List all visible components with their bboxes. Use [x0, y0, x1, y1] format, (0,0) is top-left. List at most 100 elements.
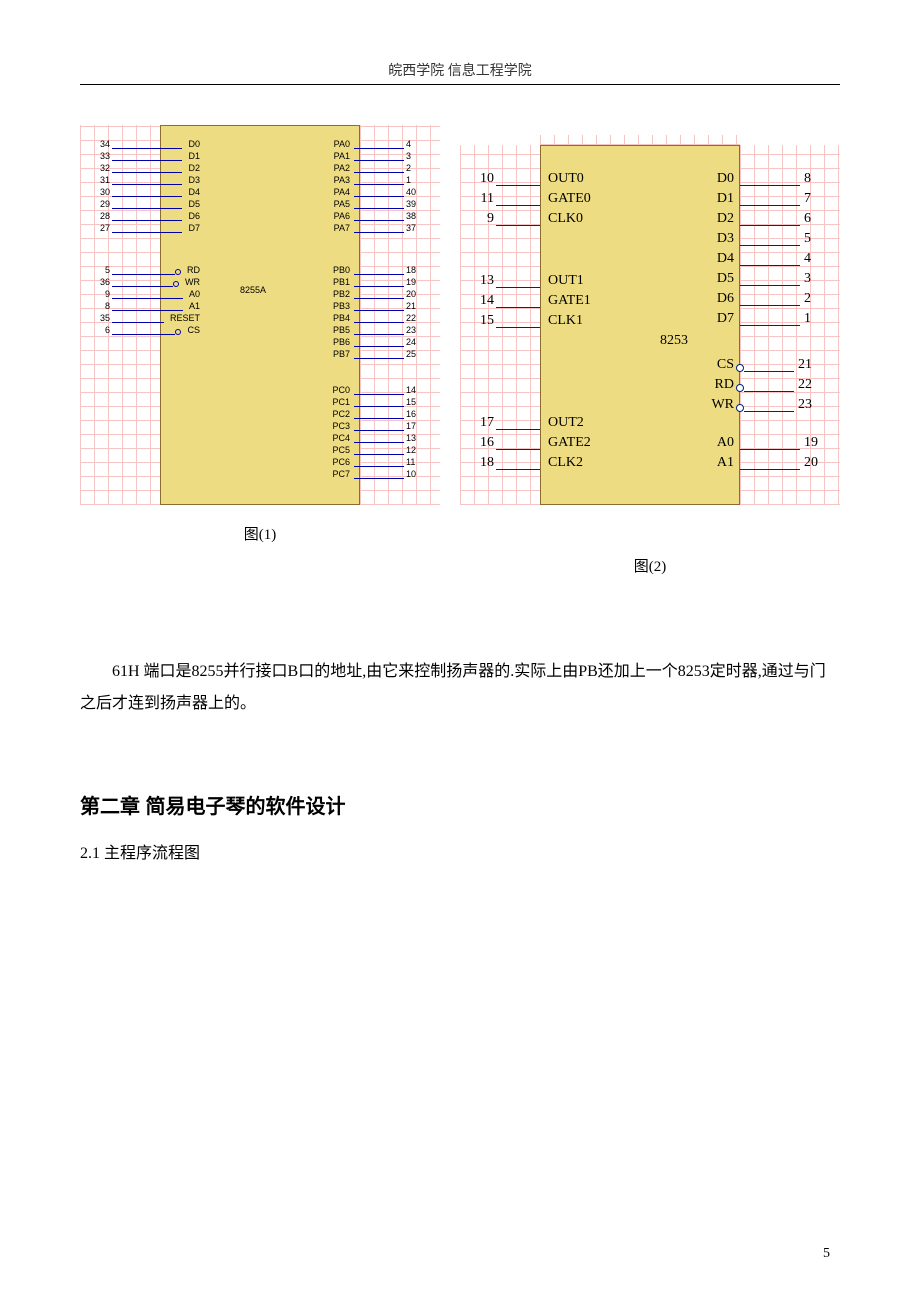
pin-label: D0: [702, 171, 734, 187]
pin-number: 5: [804, 231, 830, 247]
pin-number: 36: [90, 277, 110, 287]
pin-row: PA539: [320, 199, 424, 209]
chip-name-label: 8253: [660, 333, 688, 349]
pin-number: 32: [90, 163, 110, 173]
pin-label: OUT0: [548, 171, 584, 187]
pin-number: 1: [804, 311, 830, 327]
pin-number: 14: [406, 385, 424, 395]
pin-row: PC512: [320, 445, 424, 455]
pin-number: 31: [90, 175, 110, 185]
pin-label: CS: [702, 357, 734, 373]
pin-row: PB018: [320, 265, 424, 275]
pin-row: 34D0: [90, 139, 200, 149]
pin-label: D1: [188, 151, 200, 161]
page: 皖西学院 信息工程学院 8255A34D033D132D231D330D429D…: [0, 0, 920, 1302]
pin-number: 14: [466, 293, 494, 309]
pin-number: 10: [406, 469, 424, 479]
pin-row: 6CS: [90, 325, 200, 335]
chip-8255a: 8255A34D033D132D231D330D429D528D627D75RD…: [80, 115, 440, 515]
pin-row: 29D5: [90, 199, 200, 209]
pin-row: 9CLK0: [466, 211, 583, 227]
pin-row: A019: [702, 435, 830, 451]
pin-label: D4: [188, 187, 200, 197]
pin-label: PB5: [320, 325, 350, 335]
pin-row: D0 8: [702, 171, 830, 187]
pin-row: D53: [702, 271, 830, 287]
pin-number: 23: [798, 397, 824, 413]
pin-label: PA6: [320, 211, 350, 221]
caption-1: 图(1): [244, 523, 277, 544]
pin-number: 20: [406, 289, 424, 299]
pin-row: 11GATE0: [466, 191, 591, 207]
pin-label: PC2: [320, 409, 350, 419]
pin-row: 28 D6: [90, 211, 200, 221]
pin-row: 8A1: [90, 301, 200, 311]
pin-label: OUT2: [548, 415, 584, 431]
page-number: 5: [823, 1246, 830, 1262]
pin-number: 4: [406, 139, 424, 149]
pin-label: WR: [185, 277, 200, 287]
pin-row: 16 GATE2: [466, 435, 591, 451]
pin-row: PC115: [320, 397, 424, 407]
pin-label: D7: [702, 311, 734, 327]
pin-label: D2: [702, 211, 734, 227]
pin-number: 17: [406, 421, 424, 431]
pin-label: D7: [188, 223, 200, 233]
pin-row: PA31: [320, 175, 424, 185]
pin-number: 20: [804, 455, 830, 471]
pin-number: 29: [90, 199, 110, 209]
pin-number: 5: [90, 265, 110, 275]
caption-2: 图(2): [634, 555, 667, 576]
pin-number: 16: [406, 409, 424, 419]
pin-number: 3: [804, 271, 830, 287]
pin-row: 30D4: [90, 187, 200, 197]
pin-number: 37: [406, 223, 424, 233]
pin-number: 15: [406, 397, 424, 407]
pin-row: PB119: [320, 277, 424, 287]
pin-number: 16: [466, 435, 494, 451]
pin-row: RD22: [702, 377, 824, 393]
pin-row: 5RD: [90, 265, 200, 275]
pin-label: PB1: [320, 277, 350, 287]
pin-number: 8: [804, 171, 830, 187]
pin-row: 9A0: [90, 289, 200, 299]
pin-label: PC6: [320, 457, 350, 467]
pin-row: D7 1: [702, 311, 830, 327]
pin-label: PA4: [320, 187, 350, 197]
pin-number: 34: [90, 139, 110, 149]
diagrams-row: 8255A34D033D132D231D330D429D528D627D75RD…: [80, 115, 840, 576]
pin-label: D3: [188, 175, 200, 185]
pin-row: D3 5: [702, 231, 830, 247]
pin-row: A120: [702, 455, 830, 471]
pin-row: 13 OUT1: [466, 273, 584, 289]
pin-number: 1: [406, 175, 424, 185]
pin-row: 36 WR: [90, 277, 200, 287]
pin-number: 28: [90, 211, 110, 221]
pin-label: PB3: [320, 301, 350, 311]
pin-row: PC2 16: [320, 409, 424, 419]
pin-number: 17: [466, 415, 494, 431]
pin-label: PC7: [320, 469, 350, 479]
pin-label: PB7: [320, 349, 350, 359]
pin-label: A1: [189, 301, 200, 311]
pin-number: 39: [406, 199, 424, 209]
pin-number: 13: [406, 433, 424, 443]
pin-label: RD: [702, 377, 734, 393]
pin-row: PA737: [320, 223, 424, 233]
pin-row: PA04: [320, 139, 424, 149]
pin-row: 33D1: [90, 151, 200, 161]
pin-number: 13: [466, 273, 494, 289]
pin-row: PA638: [320, 211, 424, 221]
pin-number: 27: [90, 223, 110, 233]
pin-label: GATE2: [548, 435, 591, 451]
pin-label: D6: [188, 211, 200, 221]
pin-label: OUT1: [548, 273, 584, 289]
pin-label: A0: [189, 289, 200, 299]
pin-label: D3: [702, 231, 734, 247]
pin-label: CS: [187, 325, 200, 335]
pin-label: PC5: [320, 445, 350, 455]
body-paragraph: 61H 端口是8255并行接口B口的地址,由它来控制扬声器的.实际上由PB还加上…: [80, 656, 840, 720]
pin-row: PB422: [320, 313, 424, 323]
pin-number: 18: [406, 265, 424, 275]
hatch-area: [540, 135, 740, 145]
